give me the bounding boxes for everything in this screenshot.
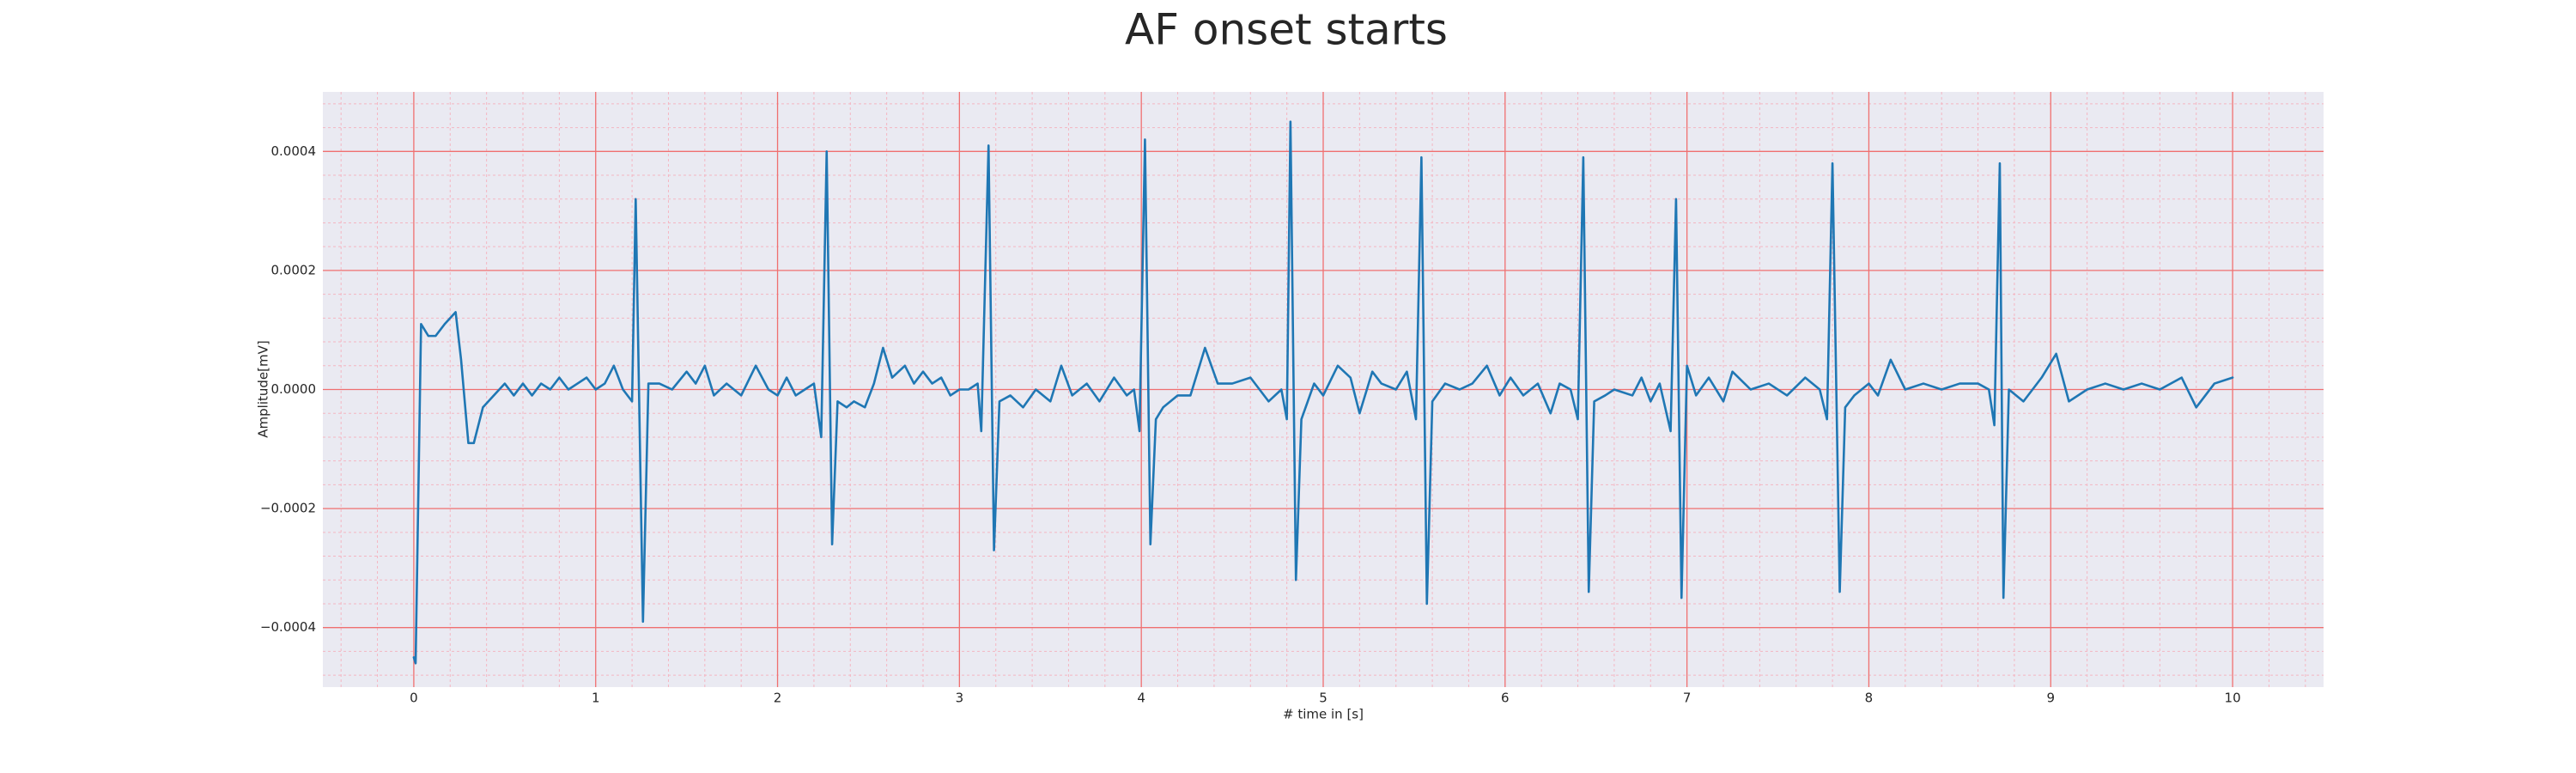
x-tick-label: 1 [592,691,600,706]
x-tick-label: 3 [956,691,964,706]
x-tick-label: 4 [1137,691,1145,706]
y-tick-label: 0.0002 [271,262,317,277]
x-tick-label: 7 [1683,691,1692,706]
x-tick-label: 0 [410,691,418,706]
y-axis-label: Amplitude[mV] [256,340,271,437]
x-tick-label: 5 [1319,691,1327,706]
x-tick-label: 8 [1865,691,1874,706]
y-tick-label: −0.0002 [260,501,316,516]
signal-line [412,120,2234,665]
y-tick-label: −0.0004 [260,619,316,635]
y-tick-label: 0.0000 [271,381,317,397]
chart-title: AF onset starts [1125,5,1448,55]
x-axis-label: # time in [s] [1283,707,1364,722]
x-tick-label: 9 [2046,691,2055,706]
x-tick-label: 2 [774,691,782,706]
y-tick-label: 0.0004 [271,143,317,159]
x-tick-label: 6 [1501,691,1510,706]
x-tick-label: 10 [2225,691,2241,706]
